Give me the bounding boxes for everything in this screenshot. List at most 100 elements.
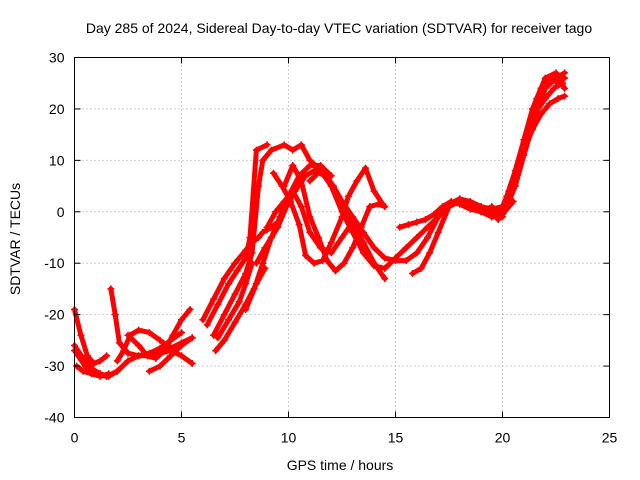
series-point-+: [359, 239, 367, 247]
x-tick-label: 25: [602, 430, 618, 446]
series-line-track-16: [264, 188, 356, 256]
series-point-+: [456, 198, 464, 205]
series-point-+: [88, 370, 96, 378]
series-point-+: [302, 252, 310, 259]
series-point-+: [381, 254, 389, 262]
series-point-+: [404, 221, 412, 229]
series-point-+: [494, 216, 502, 223]
series-point-+: [381, 203, 389, 211]
series-point-+: [488, 213, 496, 221]
series-point-+: [381, 275, 389, 283]
series-point-+: [186, 306, 194, 313]
series-layer: [71, 69, 569, 380]
series-point-+: [402, 244, 410, 252]
series-point-+: [349, 228, 357, 236]
x-tick-label: 5: [178, 430, 186, 446]
series-point-+: [511, 167, 519, 175]
series-point-+: [317, 167, 325, 175]
series-point-+: [554, 95, 562, 103]
series-point-+: [145, 367, 153, 375]
series-point-+: [103, 352, 111, 360]
series-point-+: [353, 177, 361, 185]
series-point-+: [178, 329, 185, 337]
y-tick-label: 20: [49, 101, 65, 117]
series-point-+: [210, 295, 218, 303]
series-point-+: [306, 228, 314, 236]
series-point-+: [338, 198, 346, 205]
series-point-+: [359, 228, 367, 236]
series-point-+: [160, 347, 168, 355]
tick-layer: 0 5 10 15 20 25 -40 -30 -20 -10 0 10 20 30: [44, 50, 617, 446]
series-point-+: [445, 203, 453, 211]
series-point-+: [381, 264, 389, 272]
series-point-+: [220, 336, 228, 344]
series-point-+: [561, 92, 569, 100]
series-point-+: [199, 316, 207, 324]
series-point-+: [214, 300, 222, 308]
series-point-+: [413, 249, 421, 257]
series-point-+: [310, 167, 318, 175]
series-point-+: [259, 156, 267, 164]
series-point-+: [259, 259, 267, 267]
series-point-+: [152, 354, 160, 362]
y-tick-label: 0: [57, 204, 65, 220]
series-line-track-27: [504, 75, 568, 199]
series-point-+: [242, 280, 250, 288]
x-tick-label: 20: [495, 430, 511, 446]
series-point-+: [550, 84, 558, 92]
series-point-+: [210, 331, 218, 339]
y-tick-label: -30: [44, 358, 64, 374]
series-point-+: [302, 172, 310, 180]
series-point-+: [231, 290, 239, 298]
series-point-+: [255, 182, 263, 190]
series-line-track-10: [204, 142, 270, 328]
series-point-+: [79, 367, 87, 375]
series-point-+: [327, 182, 335, 190]
series-point-+: [520, 136, 528, 144]
series-point-+: [424, 223, 432, 231]
series-point-+: [409, 270, 417, 277]
series-point-+: [113, 357, 121, 365]
series-point-+: [439, 203, 447, 211]
series-point-+: [113, 367, 121, 375]
series-point-+: [124, 331, 132, 339]
series-point-+: [295, 221, 303, 229]
series-point-+: [396, 223, 404, 231]
series-point-+: [370, 262, 378, 270]
series-point-+: [359, 249, 367, 257]
series-point-+: [426, 249, 434, 257]
series-point-+: [267, 234, 275, 241]
series-point-+: [107, 285, 115, 293]
series-point-+: [370, 244, 378, 252]
series-point-+: [314, 234, 322, 241]
series-point-+: [225, 316, 233, 324]
series-point-+: [214, 334, 222, 342]
series-point-+: [477, 203, 485, 211]
series-point-+: [235, 298, 243, 306]
series-point-+: [169, 331, 177, 339]
series-point-+: [167, 352, 175, 360]
series-point-+: [349, 213, 357, 221]
series-point-+: [225, 280, 233, 288]
series-point-+: [402, 257, 410, 265]
series-point-+: [83, 352, 91, 360]
series-point-+: [297, 203, 305, 211]
series-point-+: [332, 267, 340, 275]
series-point-+: [242, 306, 250, 313]
series-point-+: [289, 146, 297, 154]
series-point-+: [413, 234, 421, 241]
series-point-+: [310, 259, 318, 267]
series-point-+: [417, 264, 425, 272]
series-point-+: [90, 360, 98, 367]
series-point-+: [156, 336, 164, 344]
x-tick-label: 10: [281, 430, 297, 446]
series-point-+: [338, 208, 346, 216]
series-point-+: [145, 329, 153, 337]
series-point-+: [503, 192, 511, 200]
series-point-+: [272, 208, 280, 216]
series-point-+: [267, 146, 275, 154]
series-point-+: [366, 203, 374, 211]
series-point-+: [306, 213, 314, 221]
series-point-+: [421, 216, 429, 223]
